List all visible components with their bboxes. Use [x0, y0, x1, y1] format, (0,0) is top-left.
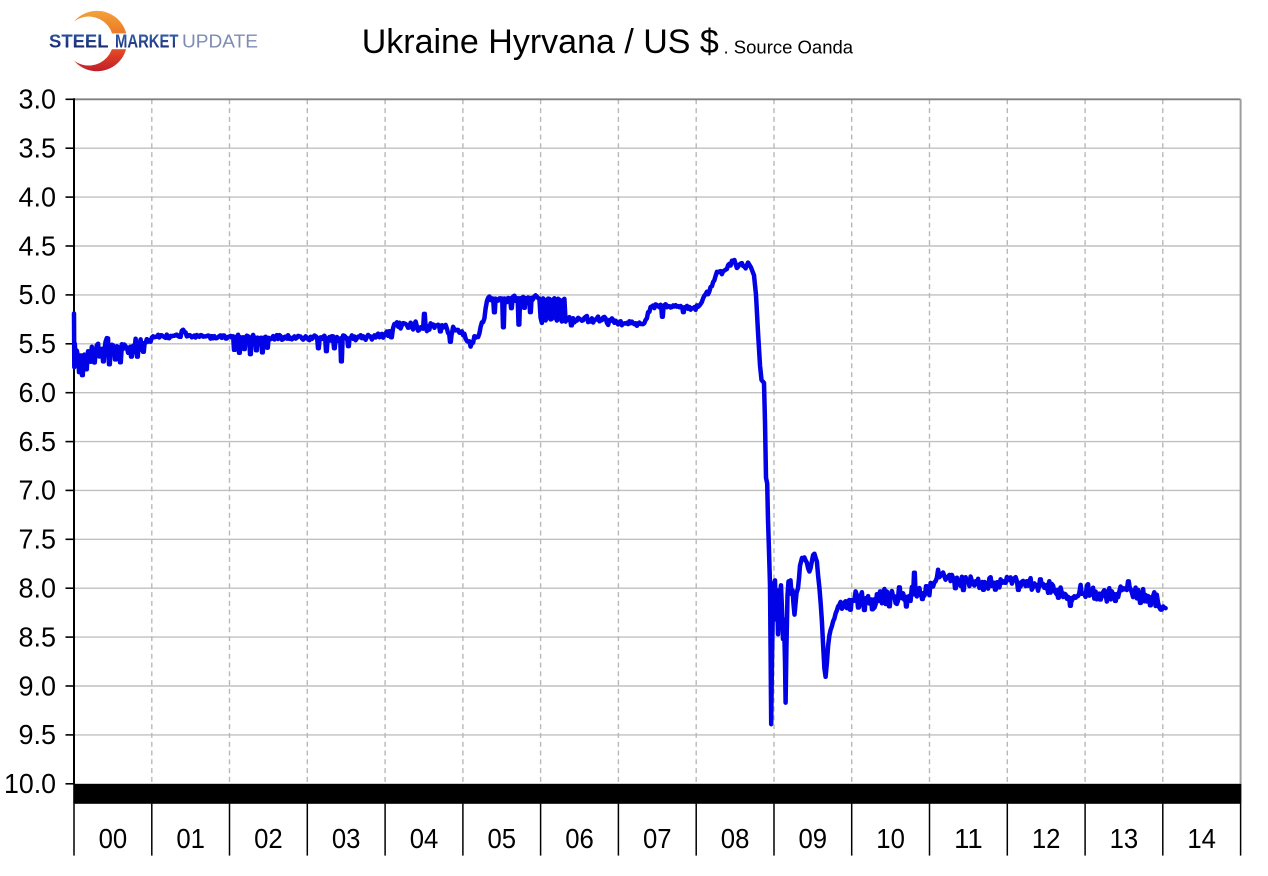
- svg-text:7.5: 7.5: [19, 524, 57, 555]
- svg-text:3.0: 3.0: [19, 84, 57, 115]
- svg-text:STEEL: STEEL: [49, 30, 109, 51]
- svg-text:8.5: 8.5: [19, 621, 57, 652]
- svg-text:9.5: 9.5: [19, 719, 57, 750]
- svg-text:8.0: 8.0: [19, 573, 57, 604]
- svg-text:11: 11: [954, 823, 983, 854]
- svg-text:4.5: 4.5: [19, 230, 57, 261]
- svg-text:01: 01: [176, 823, 205, 854]
- svg-text:9.0: 9.0: [19, 670, 57, 701]
- svg-text:5.0: 5.0: [19, 279, 57, 310]
- svg-text:. Source Oanda: . Source Oanda: [724, 36, 854, 57]
- svg-text:3.5: 3.5: [19, 133, 57, 164]
- svg-text:13: 13: [1110, 823, 1139, 854]
- svg-text:7.0: 7.0: [19, 475, 57, 506]
- svg-text:UPDATE: UPDATE: [182, 30, 258, 51]
- svg-text:10.0: 10.0: [4, 768, 56, 799]
- svg-text:06: 06: [565, 823, 594, 854]
- svg-text:10: 10: [876, 823, 905, 854]
- svg-text:12: 12: [1032, 823, 1061, 854]
- svg-text:4.0: 4.0: [19, 181, 57, 212]
- svg-text:Ukraine Hyrvana / US $: Ukraine Hyrvana / US $: [362, 23, 719, 61]
- svg-text:04: 04: [410, 823, 439, 854]
- svg-text:00: 00: [99, 823, 128, 854]
- svg-text:MARKET: MARKET: [115, 30, 179, 51]
- svg-text:03: 03: [332, 823, 361, 854]
- svg-text:07: 07: [643, 823, 672, 854]
- svg-text:08: 08: [721, 823, 750, 854]
- svg-text:05: 05: [488, 823, 517, 854]
- svg-text:5.5: 5.5: [19, 328, 57, 359]
- svg-text:02: 02: [254, 823, 283, 854]
- svg-text:09: 09: [799, 823, 828, 854]
- svg-text:6.5: 6.5: [19, 426, 57, 457]
- svg-text:6.0: 6.0: [19, 377, 57, 408]
- svg-text:14: 14: [1187, 823, 1216, 854]
